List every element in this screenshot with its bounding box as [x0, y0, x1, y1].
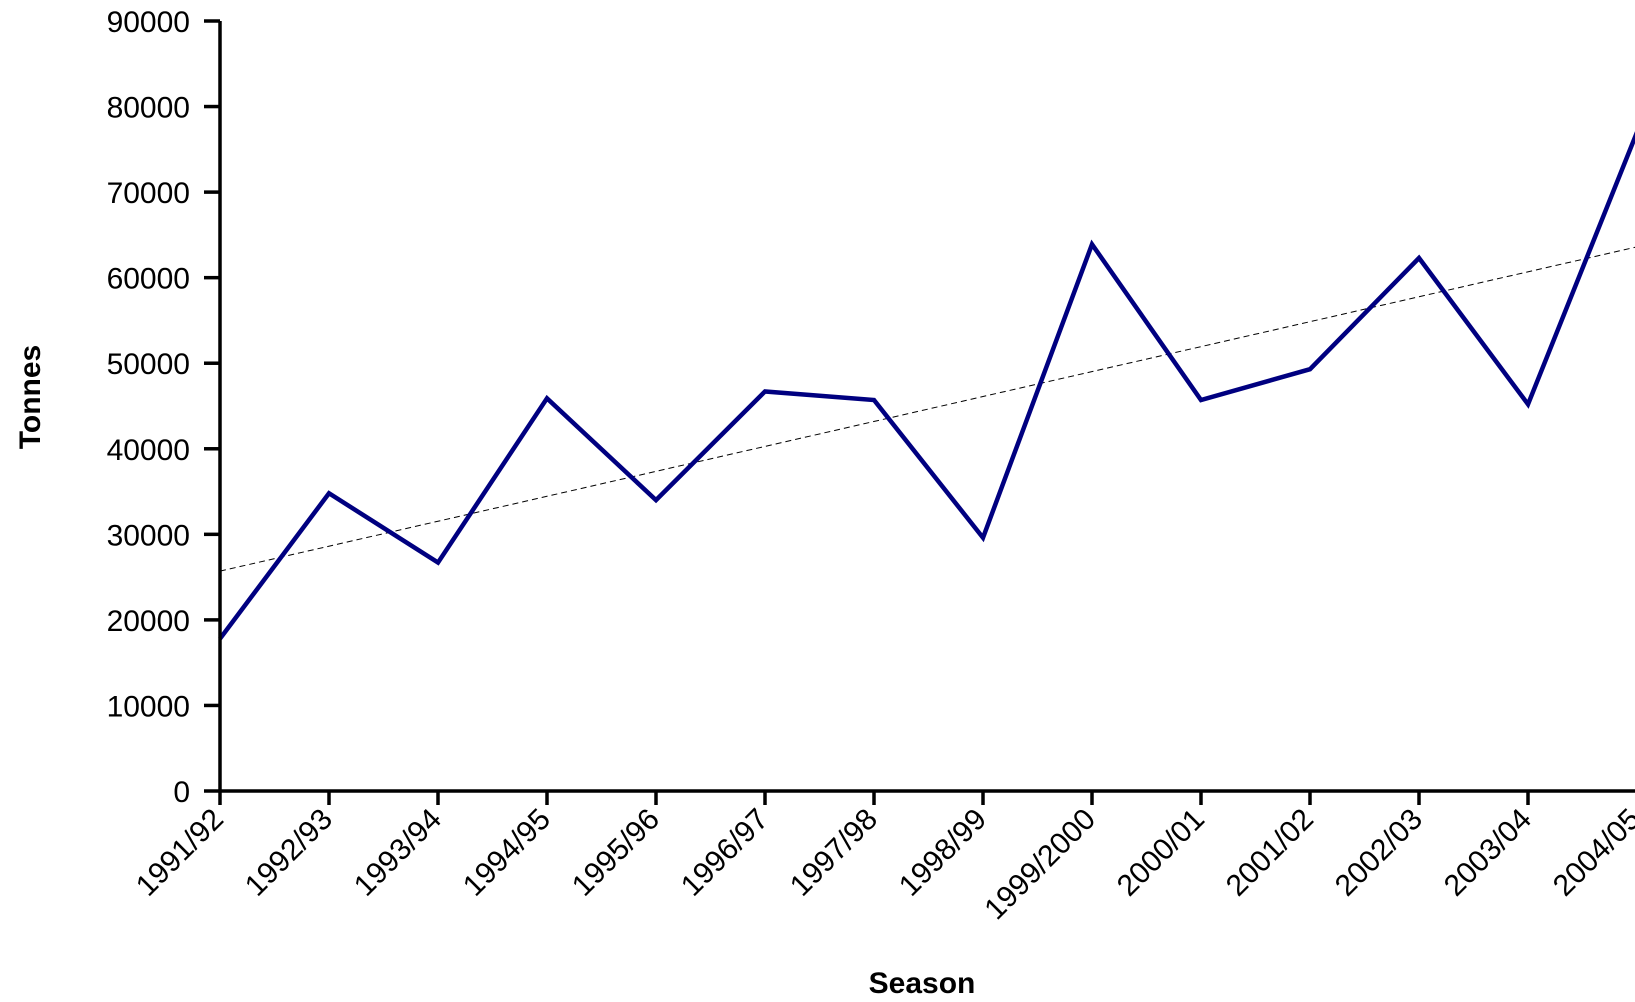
- x-tick-label: 1992/93: [239, 803, 339, 903]
- x-tick-label: 1993/94: [348, 803, 448, 903]
- y-tick-label: 30000: [107, 519, 190, 552]
- x-axis-title: Season: [869, 967, 976, 1000]
- y-tick-label: 40000: [107, 434, 190, 467]
- plot-area: [218, 131, 1635, 641]
- y-axis-title: Tonnes: [14, 345, 47, 449]
- x-tick-label: 2003/04: [1438, 803, 1538, 903]
- x-tick-label: 1995/96: [566, 803, 666, 903]
- y-tick-label: 50000: [107, 348, 190, 381]
- x-tick-label: 1994/95: [457, 803, 557, 903]
- y-tick-label: 60000: [107, 263, 190, 296]
- x-tick-label: 2004/05: [1547, 803, 1635, 903]
- x-tick-label: 1998/99: [893, 803, 993, 903]
- y-axis-ticks: 0 10000 20000 30000 40000 50000 60000 70000 8000…: [107, 6, 220, 809]
- trend-line: [219, 246, 1635, 572]
- x-tick-label: 1991/92: [130, 803, 230, 903]
- y-tick-label: 80000: [107, 92, 190, 125]
- x-tick-label: 1997/98: [784, 803, 884, 903]
- y-tick-label: 70000: [107, 177, 190, 210]
- y-tick-label: 10000: [107, 690, 190, 723]
- x-tick-label: 2002/03: [1329, 803, 1429, 903]
- y-tick-label: 0: [173, 776, 190, 809]
- series-line: [218, 131, 1635, 641]
- x-tick-label: 2000/01: [1111, 803, 1211, 903]
- y-tick-label: 20000: [107, 605, 190, 638]
- x-tick-label: 1999/2000: [978, 803, 1102, 927]
- x-axis-ticks: 1991/92 1992/93 1993/94 1994/95 1995/96 1996/…: [130, 791, 1635, 926]
- x-tick-label: 1996/97: [675, 803, 775, 903]
- x-tick-label: 2001/02: [1220, 803, 1320, 903]
- y-tick-label: 90000: [107, 6, 190, 39]
